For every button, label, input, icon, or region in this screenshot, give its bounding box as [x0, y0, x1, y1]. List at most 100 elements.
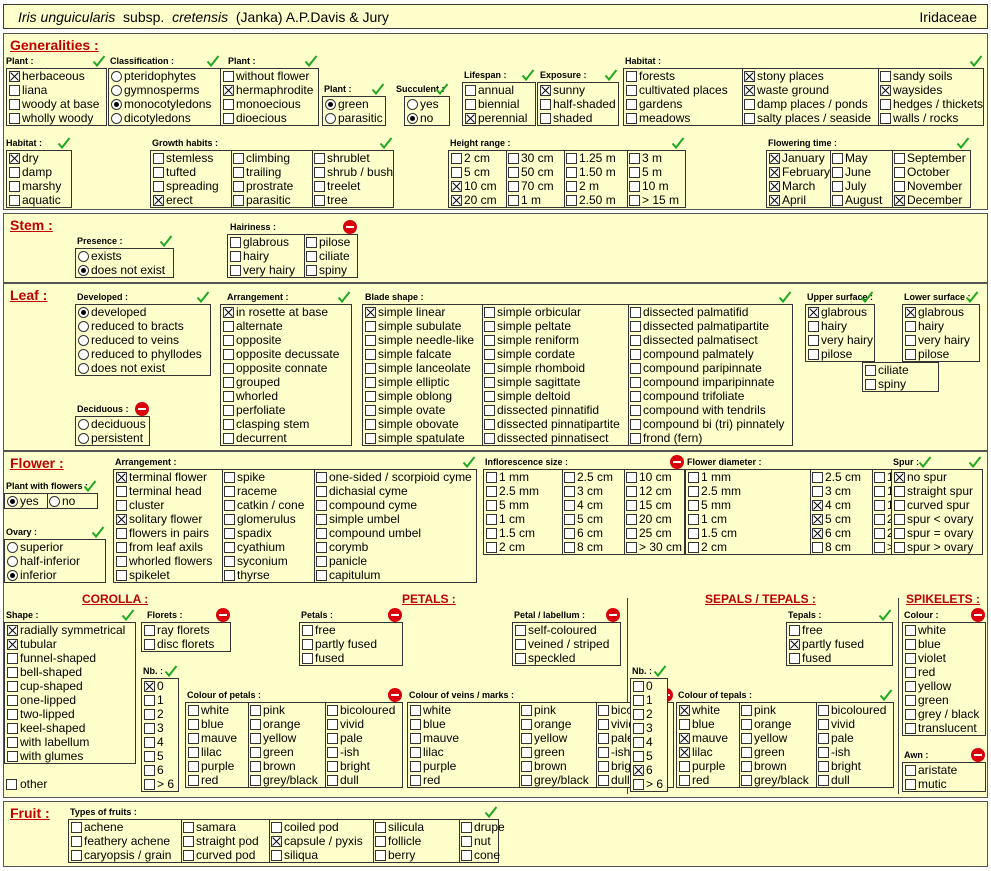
- checkbox[interactable]: [116, 472, 127, 483]
- classif-option[interactable]: dicotyledons: [109, 111, 220, 125]
- height-option[interactable]: 3 m: [627, 151, 685, 165]
- checkbox[interactable]: [375, 822, 386, 833]
- checkbox[interactable]: [224, 542, 235, 553]
- checkbox[interactable]: [224, 500, 235, 511]
- tepcolour-option[interactable]: -ish: [816, 745, 893, 759]
- inflo-option[interactable]: 25 cm: [624, 526, 684, 540]
- checkbox[interactable]: [566, 195, 577, 206]
- checkbox[interactable]: [874, 486, 885, 497]
- height-option[interactable]: 10 m: [627, 179, 685, 193]
- checkbox[interactable]: [327, 733, 338, 744]
- flowering-option[interactable]: May: [830, 151, 892, 165]
- checkbox[interactable]: [484, 335, 495, 346]
- succulent-option[interactable]: no: [405, 111, 449, 125]
- petcolour-option[interactable]: pink: [248, 703, 325, 717]
- arrangement-option[interactable]: opposite: [221, 333, 351, 347]
- height-option[interactable]: 70 cm: [506, 179, 564, 193]
- checkbox[interactable]: [183, 822, 194, 833]
- checkbox[interactable]: [314, 195, 325, 206]
- checkbox[interactable]: [626, 113, 637, 124]
- inflo-option[interactable]: 20 cm: [624, 512, 684, 526]
- veins-option[interactable]: lilac: [408, 745, 519, 759]
- radio-button[interactable]: [78, 363, 89, 374]
- checkbox[interactable]: [629, 153, 640, 164]
- checkbox[interactable]: [250, 733, 261, 744]
- height-option[interactable]: 1.50 m: [564, 165, 627, 179]
- checkbox[interactable]: [630, 391, 641, 402]
- habitat2-option[interactable]: dry: [7, 151, 71, 165]
- nb1-option[interactable]: 6: [142, 763, 178, 777]
- checkbox[interactable]: [365, 363, 376, 374]
- checkbox[interactable]: [741, 705, 752, 716]
- veins-option[interactable]: blue: [408, 717, 519, 731]
- checkbox[interactable]: [233, 181, 244, 192]
- radio-button[interactable]: [78, 419, 89, 430]
- radio-button[interactable]: [78, 265, 89, 276]
- petcolour-option[interactable]: orange: [248, 717, 325, 731]
- inflo-option[interactable]: 8 cm: [562, 540, 624, 554]
- upper-option[interactable]: pilose: [806, 347, 874, 361]
- height-option[interactable]: 10 cm: [449, 179, 506, 193]
- checkbox[interactable]: [223, 349, 234, 360]
- spcolour-option[interactable]: white: [903, 623, 985, 637]
- checkbox[interactable]: [224, 528, 235, 539]
- checkbox[interactable]: [744, 71, 755, 82]
- checkbox[interactable]: [116, 528, 127, 539]
- nb2-option[interactable]: 3: [631, 721, 667, 735]
- flowering-option[interactable]: September: [892, 151, 970, 165]
- checkbox[interactable]: [905, 667, 916, 678]
- checkbox[interactable]: [769, 181, 780, 192]
- upper-option[interactable]: glabrous: [806, 305, 874, 319]
- checkbox[interactable]: [688, 528, 699, 539]
- checkbox[interactable]: [116, 486, 127, 497]
- veins-option[interactable]: -ish: [596, 745, 673, 759]
- checkbox[interactable]: [144, 751, 155, 762]
- checkbox[interactable]: [626, 71, 637, 82]
- radio-button[interactable]: [111, 113, 122, 124]
- checkbox[interactable]: [626, 542, 637, 553]
- petcolour-option[interactable]: dull: [325, 773, 402, 787]
- classif-option[interactable]: pteridophytes: [109, 69, 220, 83]
- checkbox[interactable]: [818, 761, 829, 772]
- checkbox[interactable]: [515, 653, 526, 664]
- nb2-option[interactable]: 1: [631, 693, 667, 707]
- blade-option[interactable]: simple deltoid: [482, 389, 628, 403]
- checkbox[interactable]: [223, 405, 234, 416]
- lifespan-option[interactable]: perennial: [463, 111, 535, 125]
- checkbox[interactable]: [233, 167, 244, 178]
- nb2-option[interactable]: 2: [631, 707, 667, 721]
- hairiness-option[interactable]: very hairy: [228, 263, 304, 277]
- tepcolour-option[interactable]: green: [739, 745, 816, 759]
- checkbox[interactable]: [508, 153, 519, 164]
- checkbox[interactable]: [9, 153, 20, 164]
- checkbox[interactable]: [626, 85, 637, 96]
- inflo-option[interactable]: 12 cm: [624, 484, 684, 498]
- checkbox[interactable]: [316, 486, 327, 497]
- checkbox[interactable]: [769, 167, 780, 178]
- checkbox[interactable]: [188, 719, 199, 730]
- checkbox[interactable]: [484, 349, 495, 360]
- checkbox[interactable]: [153, 153, 164, 164]
- checkbox[interactable]: [116, 556, 127, 567]
- radio-button[interactable]: [7, 496, 18, 507]
- tepcolour-option[interactable]: dull: [816, 773, 893, 787]
- checkbox[interactable]: [316, 542, 327, 553]
- growth-option[interactable]: spreading: [151, 179, 231, 193]
- checkbox[interactable]: [741, 733, 752, 744]
- checkbox[interactable]: [894, 528, 905, 539]
- checkbox[interactable]: [566, 181, 577, 192]
- height-option[interactable]: 50 cm: [506, 165, 564, 179]
- checkbox[interactable]: [271, 836, 282, 847]
- checkbox[interactable]: [679, 775, 690, 786]
- checkbox[interactable]: [451, 167, 462, 178]
- blade-option[interactable]: dissected pinnatifid: [482, 403, 628, 417]
- checkbox[interactable]: [375, 850, 386, 861]
- checkbox[interactable]: [484, 377, 495, 388]
- tepcolour-option[interactable]: pink: [739, 703, 816, 717]
- veins-option[interactable]: vivid: [596, 717, 673, 731]
- checkbox[interactable]: [365, 419, 376, 430]
- blade-option[interactable]: simple peltate: [482, 319, 628, 333]
- checkbox[interactable]: [451, 181, 462, 192]
- classif-option[interactable]: monocotyledons: [109, 97, 220, 111]
- checkbox[interactable]: [223, 321, 234, 332]
